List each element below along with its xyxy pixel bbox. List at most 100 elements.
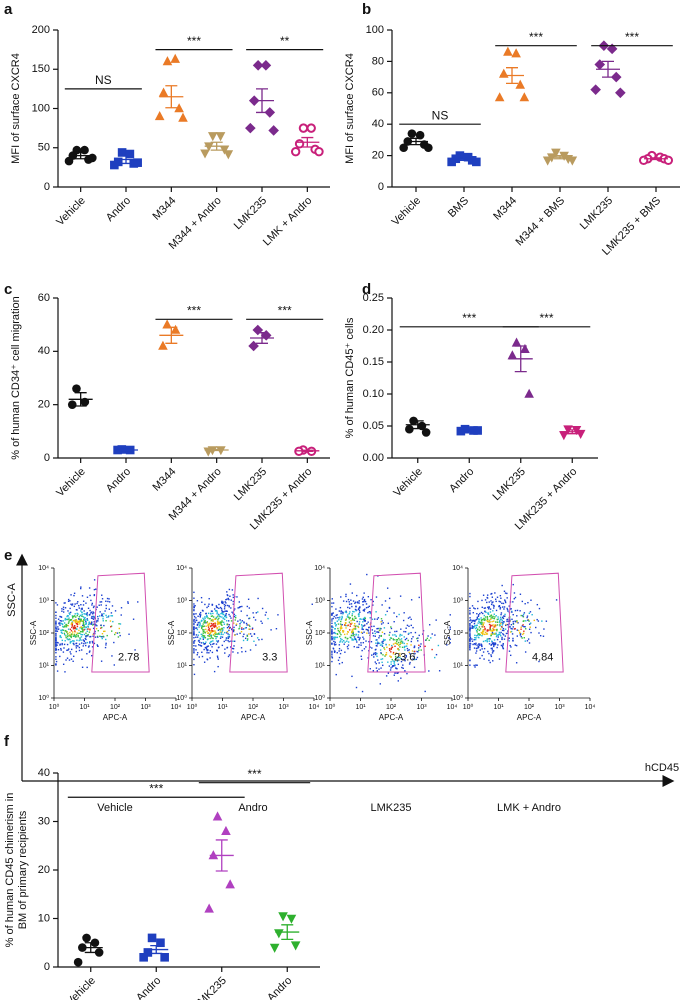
flow-plot: [331, 572, 451, 693]
event-dot: [86, 634, 88, 637]
event-dot: [380, 658, 382, 661]
event-dot: [334, 622, 336, 625]
event-dot: [363, 617, 365, 620]
event-dot: [208, 635, 210, 637]
event-dot: [210, 640, 213, 643]
event-dot: [208, 634, 211, 637]
event-dot: [94, 636, 97, 638]
event-dot: [381, 658, 384, 660]
event-dot: [209, 637, 211, 640]
event-dot: [65, 623, 68, 626]
event-dot: [499, 616, 502, 619]
significance-label: ***: [149, 781, 163, 795]
event-dot: [210, 613, 212, 615]
event-dot: [355, 610, 357, 612]
event-dot: [522, 613, 525, 616]
event-dot: [86, 618, 88, 620]
event-dot: [222, 617, 224, 620]
event-dot: [469, 595, 471, 598]
event-dot: [341, 641, 344, 643]
event-dot: [501, 626, 503, 628]
data-point: [264, 107, 276, 118]
event-dot: [73, 643, 75, 646]
event-dot: [101, 636, 103, 638]
event-dot: [81, 666, 84, 668]
event-dot: [119, 623, 122, 625]
event-dot: [98, 604, 100, 606]
event-dot: [62, 608, 65, 611]
event-dot: [483, 607, 486, 609]
event-dot: [542, 635, 545, 637]
event-dot: [238, 628, 240, 630]
event-dot: [55, 629, 57, 632]
event-dot: [504, 592, 507, 594]
event-dot: [215, 643, 218, 645]
event-dot: [407, 633, 410, 635]
event-dot: [367, 621, 369, 623]
event-dot: [81, 611, 83, 614]
event-dot: [519, 634, 522, 636]
event-dot: [111, 630, 113, 632]
event-dot: [502, 602, 505, 605]
data-point: [204, 142, 214, 152]
event-dot: [199, 611, 202, 614]
sem-bar: [458, 156, 470, 161]
event-dot: [81, 630, 83, 633]
event-dot: [362, 636, 364, 638]
event-dot: [80, 649, 83, 651]
event-dot: [391, 646, 394, 648]
event-dot: [59, 636, 61, 638]
event-dot: [363, 609, 365, 611]
event-dot: [193, 605, 195, 607]
event-dot: [208, 624, 210, 627]
event-dot: [241, 620, 244, 622]
event-dot: [373, 656, 375, 658]
event-dot: [487, 630, 489, 632]
event-dot: [343, 643, 345, 645]
event-dot: [381, 644, 383, 646]
event-dot: [55, 640, 57, 642]
event-dot: [80, 620, 82, 622]
event-dot: [449, 626, 451, 628]
event-dot: [230, 640, 232, 642]
x-tick-label: 10⁴: [171, 704, 182, 711]
event-dot: [61, 643, 63, 646]
event-dot: [363, 638, 365, 640]
event-dot: [399, 655, 401, 657]
event-dot: [60, 629, 62, 632]
event-dot: [390, 667, 392, 669]
event-dot: [198, 641, 201, 643]
event-dot: [209, 617, 211, 620]
event-dot: [196, 628, 199, 631]
event-dot: [253, 640, 255, 642]
event-dot: [117, 636, 120, 638]
event-dot: [358, 631, 360, 633]
event-dot: [484, 619, 486, 622]
event-dot: [88, 651, 91, 653]
event-dot: [75, 645, 77, 647]
event-dot: [383, 647, 385, 649]
event-dot: [483, 658, 485, 660]
event-dot: [89, 635, 92, 638]
event-dot: [512, 622, 515, 625]
event-dot: [491, 630, 494, 632]
event-dot: [217, 640, 220, 642]
event-dot: [486, 615, 489, 618]
event-dot: [311, 603, 313, 605]
event-dot: [471, 627, 474, 629]
event-dot: [434, 634, 436, 636]
data-point: [407, 129, 417, 138]
event-dot: [205, 647, 207, 649]
event-dot: [516, 620, 518, 622]
event-dot: [199, 622, 201, 624]
event-dot: [488, 640, 490, 642]
event-dot: [226, 646, 229, 649]
event-dot: [502, 622, 504, 625]
event-dot: [364, 624, 366, 626]
event-dot: [364, 600, 367, 603]
event-dot: [490, 654, 492, 656]
event-dot: [209, 625, 212, 628]
event-dot: [541, 620, 543, 622]
event-dot: [216, 620, 219, 623]
event-dot: [494, 624, 496, 626]
